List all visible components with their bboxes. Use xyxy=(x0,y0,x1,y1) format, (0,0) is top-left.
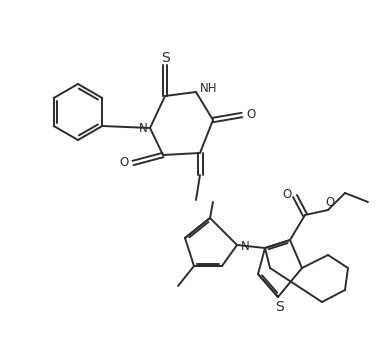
Text: NH: NH xyxy=(200,82,218,94)
Text: O: O xyxy=(325,195,335,209)
Text: N: N xyxy=(241,240,249,252)
Text: O: O xyxy=(246,109,255,122)
Text: O: O xyxy=(282,188,292,202)
Text: N: N xyxy=(138,122,147,134)
Text: O: O xyxy=(119,156,129,170)
Text: S: S xyxy=(275,300,284,314)
Text: S: S xyxy=(161,51,169,65)
